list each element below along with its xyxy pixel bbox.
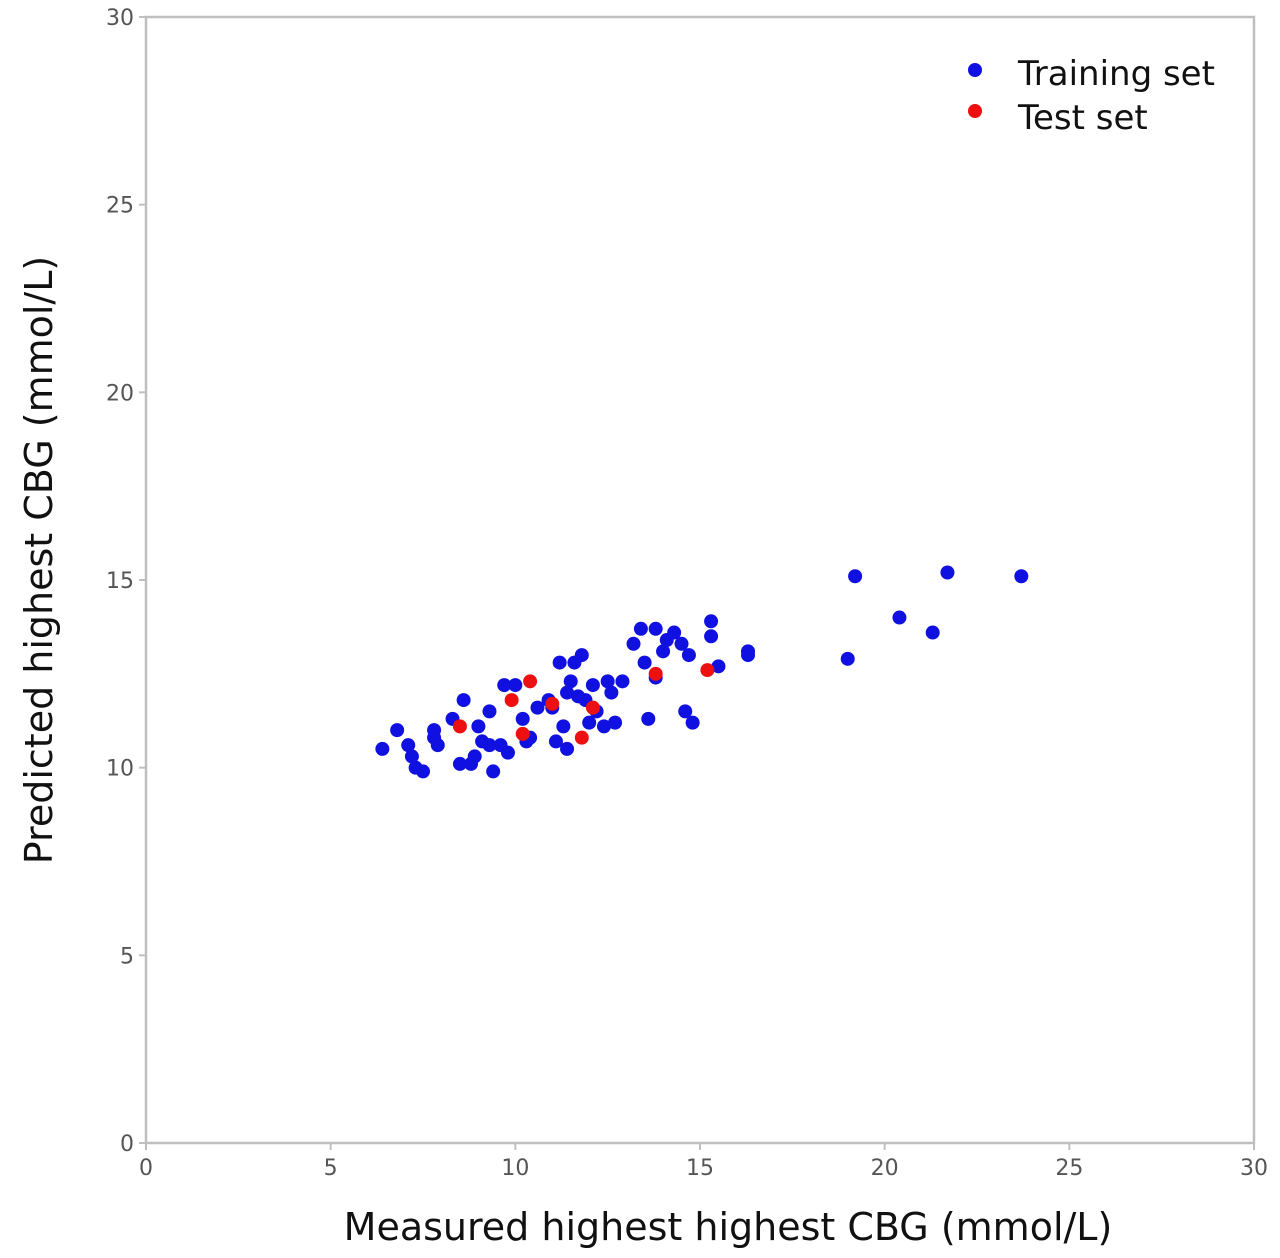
x-tick-label: 25 <box>1055 1156 1083 1181</box>
data-point-training-set <box>925 625 940 640</box>
data-point-training-set <box>600 674 615 689</box>
data-point-training-set <box>633 621 648 636</box>
data-point-training-set <box>674 636 689 651</box>
legend-label-training-set: Training set <box>1017 54 1215 94</box>
data-point-training-set <box>840 651 855 666</box>
data-point-test-set <box>515 726 530 741</box>
data-point-training-set <box>486 764 501 779</box>
data-point-training-set <box>596 719 611 734</box>
data-point-training-set <box>637 655 652 670</box>
data-point-test-set <box>452 719 467 734</box>
data-point-training-set <box>641 711 656 726</box>
data-point-training-set <box>608 715 623 730</box>
y-tick-label: 30 <box>106 6 134 31</box>
data-point-training-set <box>585 678 600 693</box>
data-point-training-set <box>404 749 419 764</box>
y-axis-ticks: 0 5 10 15 20 25 30 <box>106 6 146 1157</box>
data-point-training-set <box>482 738 497 753</box>
data-point-training-set <box>940 565 955 580</box>
legend-label-test-set: Test set <box>1017 98 1148 138</box>
data-point-training-set <box>500 745 515 760</box>
data-point-training-set <box>560 741 575 756</box>
x-tick-label: 15 <box>686 1156 714 1181</box>
data-point-training-set <box>456 693 471 708</box>
data-point-training-set <box>375 741 390 756</box>
data-point-test-set <box>504 693 519 708</box>
data-point-training-set <box>848 569 863 584</box>
x-axis-ticks: 0 5 10 15 20 25 30 <box>139 1143 1268 1181</box>
y-tick-label: 5 <box>120 944 134 969</box>
data-point-training-set <box>648 621 663 636</box>
data-point-training-set <box>430 738 445 753</box>
x-tick-label: 0 <box>139 1156 153 1181</box>
data-points <box>375 565 1029 779</box>
legend: Training set Test set <box>968 54 1215 138</box>
data-point-training-set <box>560 685 575 700</box>
y-tick-label: 25 <box>106 194 134 219</box>
data-point-training-set <box>582 715 597 730</box>
data-point-training-set <box>416 764 430 779</box>
data-point-training-set <box>604 685 619 700</box>
data-point-training-set <box>892 610 907 625</box>
data-point-training-set <box>482 704 497 719</box>
data-point-training-set <box>704 614 719 629</box>
data-point-training-set <box>401 738 416 753</box>
y-tick-label: 0 <box>120 1132 134 1157</box>
data-point-training-set <box>471 719 486 734</box>
data-point-training-set <box>678 704 693 719</box>
data-point-training-set <box>704 629 719 644</box>
data-point-training-set <box>741 644 756 659</box>
x-axis-label: Measured highest highest CBG (mmol/L) <box>344 1205 1113 1249</box>
data-point-training-set <box>615 674 630 689</box>
data-point-training-set <box>552 655 567 670</box>
data-point-training-set <box>556 719 571 734</box>
x-tick-label: 10 <box>501 1156 529 1181</box>
legend-marker-training-set <box>968 63 982 77</box>
x-tick-label: 5 <box>324 1156 338 1181</box>
data-point-test-set <box>574 730 589 745</box>
y-tick-label: 15 <box>106 569 134 594</box>
y-tick-label: 10 <box>106 757 134 782</box>
data-point-training-set <box>685 715 700 730</box>
data-point-training-set <box>626 636 641 651</box>
data-point-test-set <box>700 663 715 678</box>
data-point-training-set <box>667 625 682 640</box>
data-point-test-set <box>585 700 600 715</box>
y-axis-label: Predicted highest CBG (mmol/L) <box>17 256 61 864</box>
data-point-training-set <box>1014 569 1029 584</box>
data-point-training-set <box>711 659 726 674</box>
data-point-training-set <box>681 648 696 663</box>
data-point-training-set <box>508 678 523 693</box>
data-point-test-set <box>545 696 560 711</box>
data-point-training-set <box>548 734 563 749</box>
data-point-training-set <box>515 711 530 726</box>
data-point-test-set <box>648 666 663 681</box>
legend-marker-test-set <box>968 104 982 118</box>
data-point-training-set <box>574 648 589 663</box>
y-tick-label: 20 <box>106 381 134 406</box>
x-tick-label: 30 <box>1240 1156 1268 1181</box>
data-point-training-set <box>530 700 545 715</box>
data-point-training-set <box>467 749 482 764</box>
data-point-training-set <box>563 674 578 689</box>
data-point-training-set <box>452 756 467 771</box>
data-point-training-set <box>390 723 405 738</box>
data-point-training-set <box>497 678 512 693</box>
x-tick-label: 20 <box>871 1156 899 1181</box>
data-point-training-set <box>656 644 671 659</box>
data-point-test-set <box>523 674 538 689</box>
